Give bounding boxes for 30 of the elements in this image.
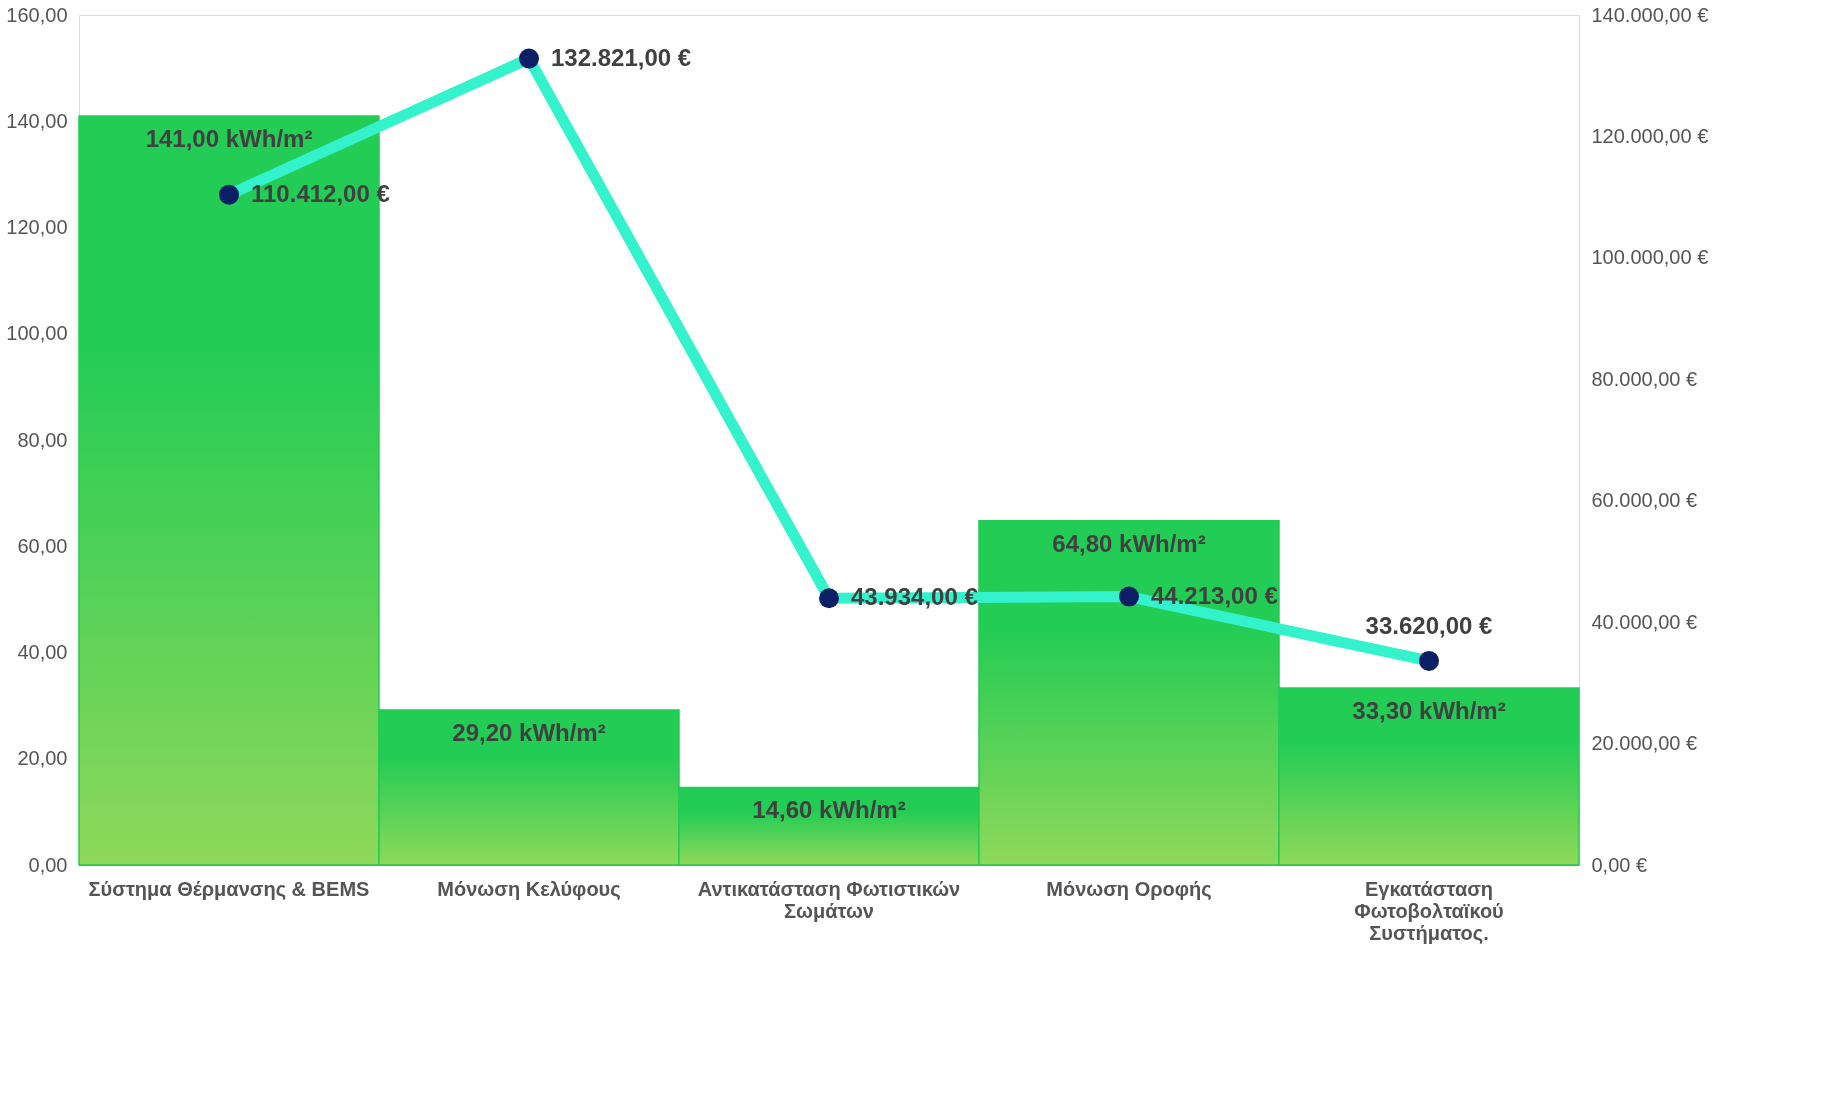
y2-tick-label: 80.000,00 € [1591,367,1698,390]
y-tick-label: 100,00 [6,322,68,345]
data-label: 132.821,00 € [551,43,692,71]
data-label: 33,30 kWh/m² [1352,697,1506,725]
y-tick-label: 140,00 [6,109,68,132]
x-tick-label: Σύστημα Θέρμανσης & BEMS [88,877,370,900]
y2-tick-label: 60.000,00 € [1591,489,1698,512]
y2-tick-label: 0,00 € [1591,853,1648,876]
x-tick-label: Εγκατάσταση Φωτοβολταϊκού Συστήματος. [1354,877,1504,944]
y-tick-label: 80,00 [17,428,68,451]
y2-tick-label: 20.000,00 € [1591,732,1698,755]
data-label: 44.213,00 € [1151,581,1278,609]
y-tick-label: 120,00 [6,216,68,238]
y-tick-label: 160,00 [6,3,68,26]
y2-tick-label: 140.000,00 € [1591,3,1709,26]
data-label: 141,00 kWh/m² [145,124,313,152]
y2-tick-label: 120.000,00 € [1591,124,1709,147]
y2-tick-label: 100.000,00 € [1591,246,1709,269]
x-tick-label: Μόνωση Οροφής [1046,877,1212,900]
y-tick-label: 60,00 [17,534,68,557]
x-tick-label: Μόνωση Κελύφους [437,877,621,900]
data-label: 29,20 kWh/m² [452,718,606,746]
y2-tick-label: 40.000,00 € [1591,610,1698,633]
y-tick-label: 20,00 [17,747,68,770]
y-tick-label: 40,00 [17,641,68,663]
data-label: 33.620,00 € [1365,611,1493,639]
data-label: 14,60 kWh/m² [752,796,906,824]
data-label: 64,80 kWh/m² [1052,529,1206,557]
x-tick-label: Αντικατάσταση Φωτιστικών Σωμάτων [697,877,961,922]
y-tick-label: 0,00 [28,853,68,876]
